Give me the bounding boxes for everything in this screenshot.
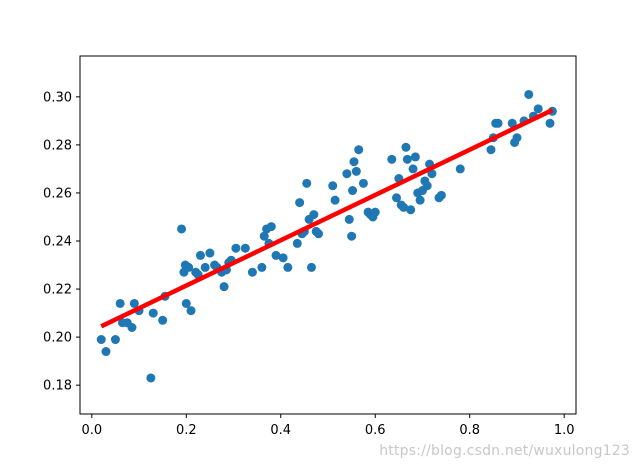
data-point bbox=[524, 89, 534, 99]
data-point bbox=[354, 145, 364, 155]
fit-line-layer bbox=[100, 108, 554, 329]
data-point bbox=[181, 298, 191, 308]
data-point bbox=[257, 262, 267, 272]
data-point bbox=[422, 181, 432, 191]
data-point bbox=[205, 248, 215, 258]
data-point bbox=[195, 250, 205, 260]
data-point bbox=[486, 145, 496, 155]
x-tick-label: 1.0 bbox=[554, 423, 575, 438]
data-point bbox=[110, 335, 120, 345]
data-point bbox=[493, 118, 503, 128]
x-axis: 0.0 0.2 0.4 0.6 0.8 1.0 bbox=[81, 414, 575, 438]
data-point bbox=[358, 178, 368, 188]
data-point bbox=[410, 152, 420, 162]
data-point bbox=[278, 253, 288, 263]
data-points bbox=[96, 89, 557, 383]
y-tick-label: 0.20 bbox=[43, 331, 72, 346]
y-tick-label: 0.22 bbox=[43, 283, 72, 298]
y-tick-label: 0.26 bbox=[43, 186, 72, 201]
y-tick-label: 0.18 bbox=[43, 379, 72, 394]
data-point bbox=[292, 238, 302, 248]
data-point bbox=[148, 308, 158, 318]
data-point bbox=[240, 243, 250, 253]
data-point bbox=[391, 193, 401, 203]
x-tick-label: 0.4 bbox=[270, 423, 291, 438]
data-point bbox=[342, 169, 352, 179]
data-point bbox=[219, 282, 229, 292]
regression-line bbox=[100, 108, 554, 329]
data-point bbox=[545, 118, 555, 128]
data-point bbox=[101, 347, 111, 357]
x-tick-label: 0.8 bbox=[459, 423, 480, 438]
data-point bbox=[415, 195, 425, 205]
data-point bbox=[309, 210, 319, 220]
data-point bbox=[408, 164, 418, 174]
y-tick-label: 0.28 bbox=[43, 138, 72, 153]
data-point bbox=[295, 198, 305, 208]
x-tick-label: 0.6 bbox=[365, 423, 386, 438]
data-point bbox=[302, 178, 312, 188]
data-point bbox=[349, 157, 359, 167]
data-point bbox=[231, 243, 241, 253]
data-point bbox=[96, 335, 106, 345]
data-point bbox=[184, 262, 194, 272]
data-point bbox=[177, 224, 187, 234]
x-tick-label: 0.0 bbox=[81, 423, 102, 438]
data-point bbox=[115, 298, 125, 308]
y-axis: 0.18 0.20 0.22 0.24 0.26 0.28 0.30 bbox=[43, 90, 80, 394]
data-point bbox=[427, 169, 437, 179]
y-tick-label: 0.30 bbox=[43, 90, 72, 105]
data-point bbox=[314, 229, 324, 239]
watermark-text: https://blog.csdn.net/wuxulong123 bbox=[379, 443, 630, 459]
data-point bbox=[247, 267, 257, 277]
data-point bbox=[401, 142, 411, 152]
data-point bbox=[387, 154, 397, 164]
x-tick-label: 0.2 bbox=[176, 423, 197, 438]
data-point bbox=[402, 154, 412, 164]
data-point bbox=[271, 250, 281, 260]
data-point bbox=[455, 164, 465, 174]
plot-area bbox=[79, 55, 577, 415]
data-point bbox=[370, 207, 380, 217]
data-point bbox=[266, 222, 276, 232]
data-point bbox=[347, 231, 357, 241]
data-point bbox=[436, 190, 446, 200]
data-point bbox=[283, 262, 293, 272]
data-point bbox=[129, 298, 139, 308]
data-point bbox=[348, 186, 358, 196]
data-point bbox=[259, 231, 269, 241]
data-point bbox=[533, 104, 543, 114]
data-point bbox=[330, 195, 340, 205]
data-point bbox=[406, 205, 416, 215]
data-point bbox=[158, 315, 168, 325]
data-point bbox=[507, 118, 517, 128]
data-point bbox=[351, 166, 361, 176]
data-point bbox=[512, 133, 522, 143]
data-point bbox=[306, 262, 316, 272]
data-point bbox=[127, 323, 137, 333]
data-point bbox=[344, 214, 354, 224]
data-point bbox=[399, 202, 409, 212]
y-tick-label: 0.24 bbox=[43, 235, 72, 250]
data-point bbox=[186, 306, 196, 316]
data-point bbox=[328, 181, 338, 191]
data-point bbox=[146, 373, 156, 383]
data-point bbox=[200, 262, 210, 272]
